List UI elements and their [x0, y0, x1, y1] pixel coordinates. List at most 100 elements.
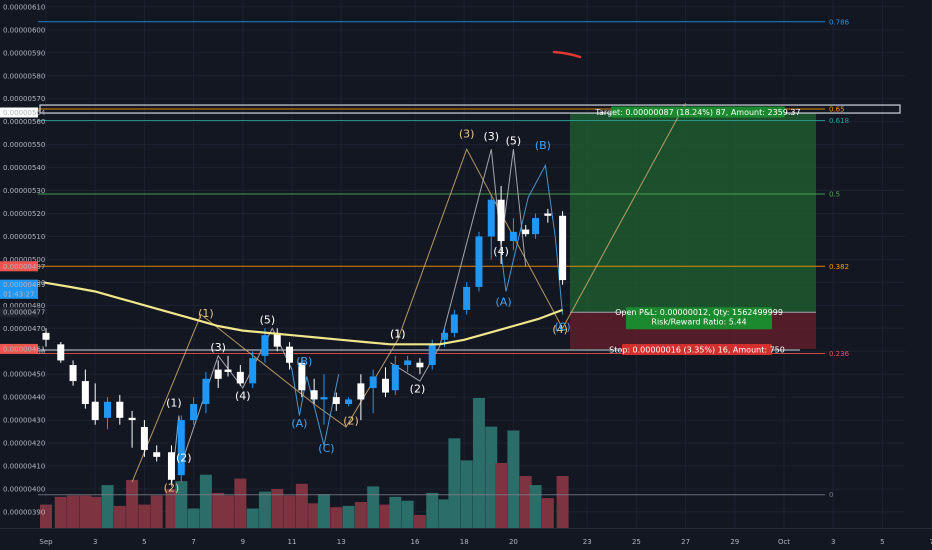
volume-bar — [389, 496, 402, 528]
price-tag — [0, 261, 38, 272]
price-tag — [0, 343, 38, 354]
price-tick-label: 0.00000500 — [3, 256, 45, 264]
price-tick-label: 0.00000410 — [3, 463, 45, 471]
candle-body — [104, 401, 111, 418]
time-tick-label: 3 — [93, 538, 97, 546]
price-tag-label: 0.00000477 — [3, 309, 45, 317]
price-tick-label: 0.00000600 — [3, 26, 45, 34]
wave-label: (2) — [343, 415, 359, 428]
candle-body — [369, 376, 377, 388]
volume-bar — [283, 495, 296, 528]
volume-bar — [165, 489, 178, 528]
volume-bar — [67, 495, 80, 528]
candle-body — [416, 362, 424, 368]
price-tag-label: 0.00000497 — [3, 263, 45, 271]
target-label: Target: 0.00000087 (18.24%) 87, Amount: … — [594, 108, 800, 117]
volume-bar — [212, 492, 225, 528]
volume-bar — [472, 398, 485, 528]
volume-bar — [295, 483, 308, 528]
volume-bar — [54, 496, 67, 528]
time-tick-label: 13 — [337, 538, 346, 546]
price-tick-label: 0.00000580 — [3, 72, 45, 80]
price-tag-label: 01:43:27 — [3, 290, 34, 298]
fib-label: 0.618 — [829, 117, 849, 125]
wave-line-white-2 — [390, 149, 527, 382]
candle-body — [91, 401, 99, 421]
target-box — [611, 106, 785, 118]
candle-body — [381, 378, 389, 393]
time-tick-label: 7 — [191, 538, 195, 546]
wave-label: (1) — [390, 327, 406, 340]
price-tick-label: 0.00000520 — [3, 210, 45, 218]
candle-body — [310, 390, 318, 400]
wave-label: (3) — [210, 341, 226, 354]
candle-body — [153, 452, 161, 457]
volume-bar — [113, 505, 126, 528]
price-tag — [0, 279, 38, 290]
fib-label: 0.5 — [829, 190, 840, 198]
fib-label: 0.236 — [829, 350, 850, 358]
wave-label: (B) — [296, 355, 312, 368]
price-tag — [0, 288, 38, 299]
price-tick-label: 0.00000470 — [3, 325, 45, 333]
volume-bar — [101, 485, 114, 528]
wave-label: (A) — [291, 417, 307, 430]
time-tick-label: 9 — [241, 538, 245, 546]
candle-body — [441, 332, 449, 340]
volume-bar — [138, 504, 151, 528]
volume-bar — [271, 489, 284, 528]
price-axis[interactable]: 0.00000610 0.00000600 0.00000590 0.00000580… — [0, 0, 46, 528]
candle-body — [450, 314, 458, 333]
price-tick-label: 0.00000440 — [3, 394, 45, 402]
volume-bar — [438, 499, 451, 528]
time-tick-label: 25 — [632, 538, 641, 546]
volume-bar — [187, 508, 200, 528]
candle-body — [202, 378, 210, 405]
time-tick-label: 16 — [411, 538, 420, 546]
wave-label: (C) — [318, 442, 334, 455]
volume-bar — [79, 495, 92, 528]
price-tick-label: 0.00000590 — [3, 49, 45, 57]
volume-bars — [40, 398, 569, 528]
candle-body — [532, 218, 540, 235]
price-tick-label: 0.00000570 — [3, 95, 45, 103]
candle-body — [81, 381, 89, 405]
wave-label: (A) — [496, 295, 512, 308]
time-tick-label: 23 — [583, 538, 592, 546]
volume-bar — [222, 495, 235, 528]
wave-label: (3) — [483, 130, 499, 143]
candle-body — [177, 420, 185, 476]
candle-body — [214, 369, 222, 379]
stop-label: Stop: 0.00000016 (3.35%) 16, Amount: 750 — [609, 345, 785, 354]
volume-bar — [199, 474, 212, 528]
volume-bar — [367, 486, 380, 528]
price-tick-label: 0.00000430 — [3, 417, 45, 425]
candle-body — [428, 344, 436, 366]
fib-label: 0.65 — [829, 106, 845, 114]
volume-bar — [354, 502, 367, 528]
time-tick-label: 7 — [929, 538, 932, 546]
volume-bar — [317, 494, 330, 528]
volume-bar — [234, 478, 247, 528]
candle-body — [544, 213, 552, 216]
time-tick-label: Oct — [778, 538, 790, 546]
time-tick-label: 27 — [681, 538, 690, 546]
trend-fragment — [552, 50, 582, 59]
price-tick-label: 0.00000480 — [3, 302, 45, 310]
price-tick-label: 0.00000540 — [3, 164, 45, 172]
volume-bar — [448, 438, 461, 528]
volume-bar — [89, 496, 102, 528]
volume-bar — [330, 507, 343, 528]
time-axis[interactable]: Sep 3 5 7 9 11 13 16 18 20 23 25 27 29 Oct 3 5 7 — [0, 528, 932, 550]
candle-body — [559, 215, 567, 281]
wave-label: (1) — [166, 396, 182, 409]
long-position-tool[interactable] — [569, 112, 816, 349]
candle-body — [57, 344, 65, 361]
volume-bar — [507, 430, 520, 528]
volume-bar — [175, 481, 188, 528]
volume-bar — [401, 500, 414, 528]
volume-bar — [485, 426, 498, 528]
wave-label: (2) — [164, 481, 180, 494]
pnl-label: Open P&L: 0.00000012, Qty: 1562499999 — [615, 308, 783, 317]
